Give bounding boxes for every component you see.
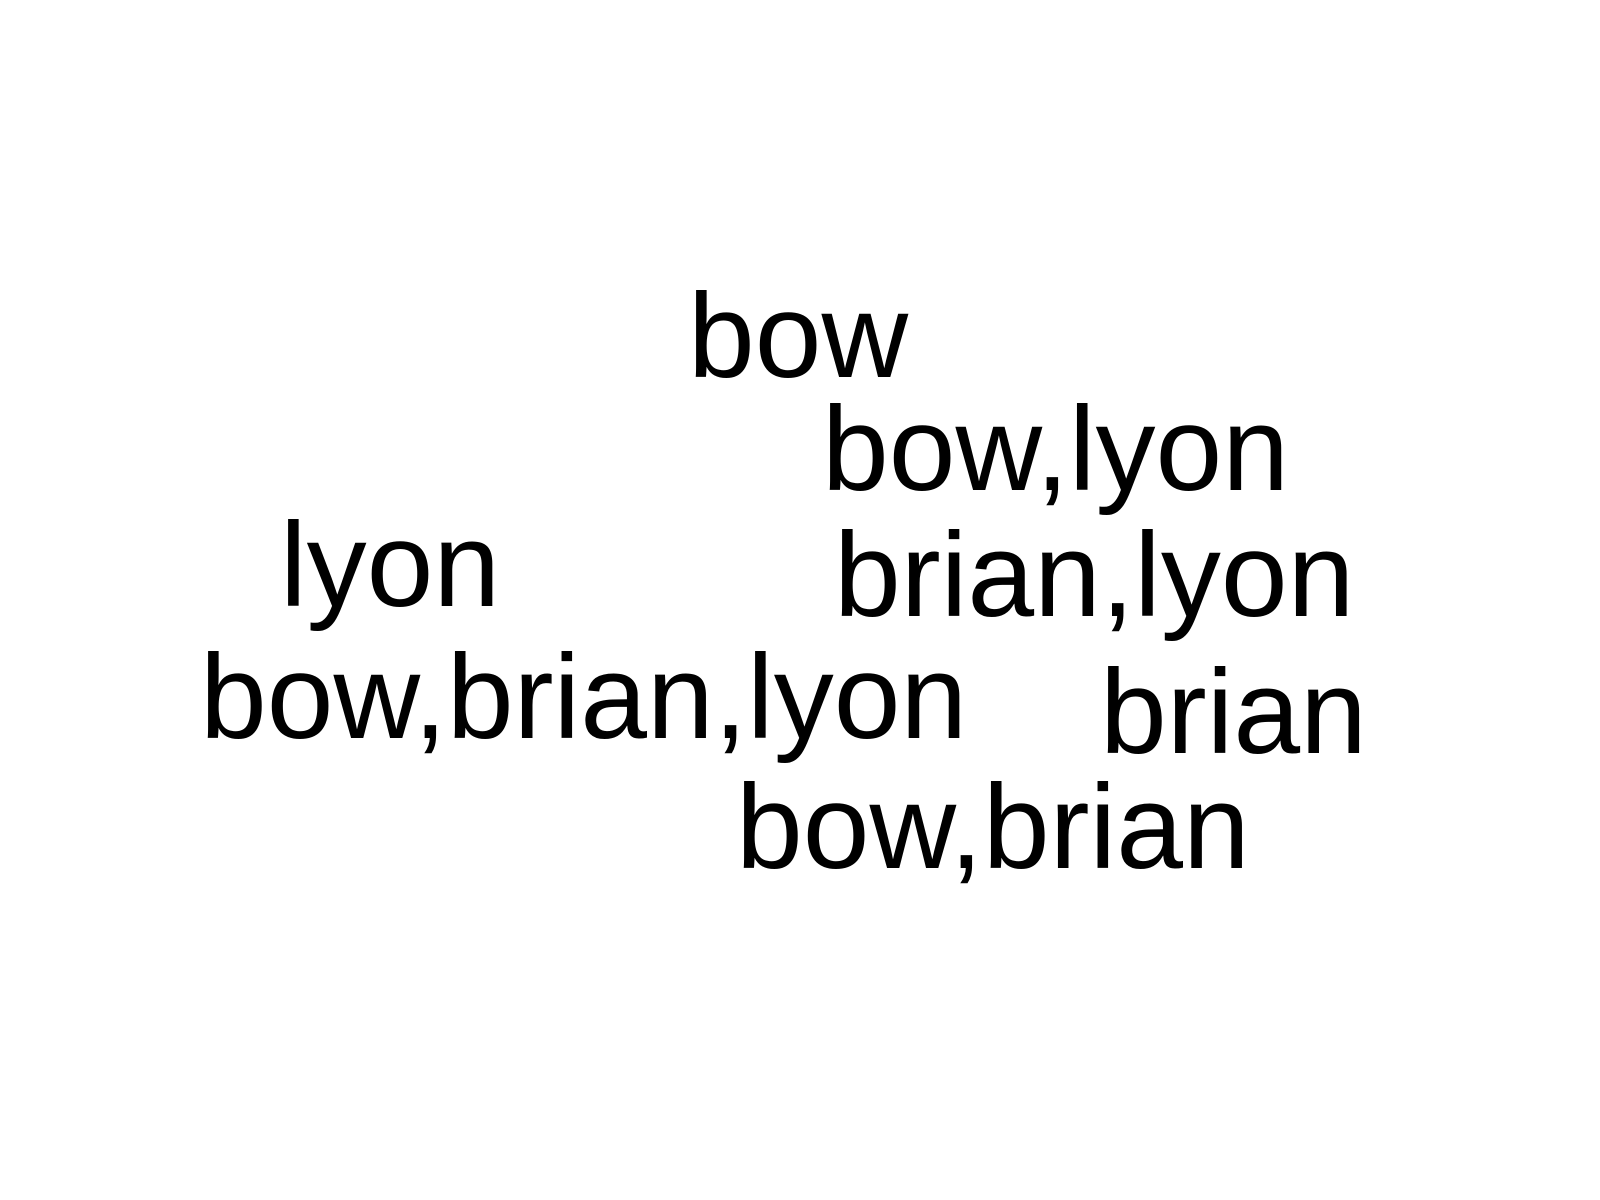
word-label: lyon	[280, 498, 501, 632]
word-label: bow,brian,lyon	[200, 630, 968, 764]
word-label: brian	[1100, 645, 1367, 779]
word-label: bow,lyon	[822, 382, 1289, 516]
word-label: bow,brian	[736, 760, 1250, 894]
word-label: bow	[688, 269, 909, 403]
word-label: brian,lyon	[834, 508, 1355, 642]
